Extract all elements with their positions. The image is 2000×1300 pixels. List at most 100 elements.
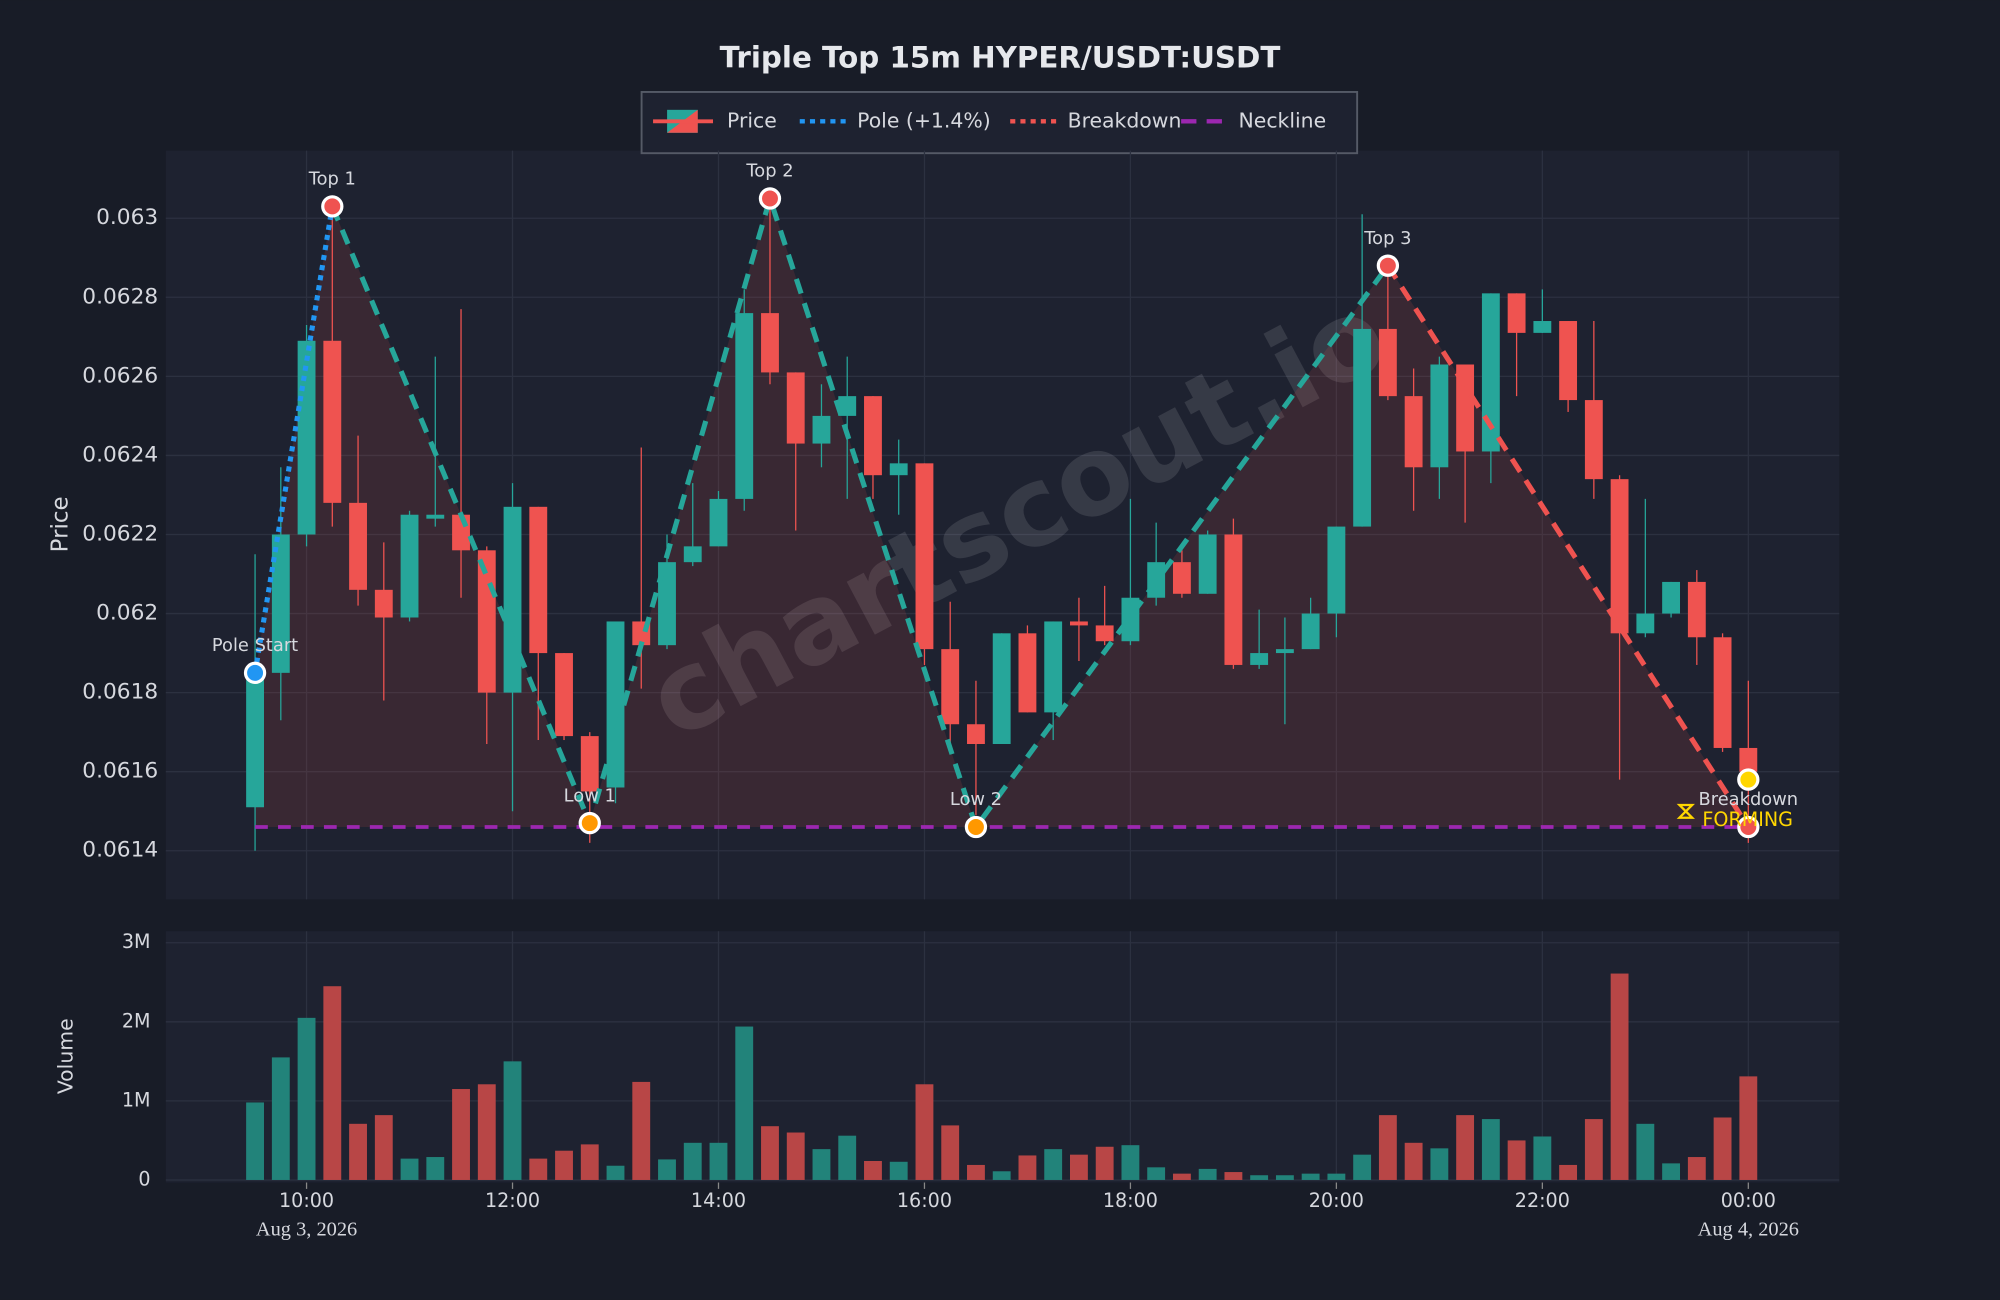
volume-bar [1147,1167,1166,1180]
volume-bar [580,1144,599,1180]
volume-bar [1044,1149,1063,1180]
candle-body [1198,534,1217,594]
candle-body [1507,293,1526,333]
volume-bar [426,1157,445,1180]
candle-body [1275,649,1294,654]
volume-bar [1404,1142,1423,1180]
volume-bar [709,1142,728,1180]
candle-body [683,546,702,563]
volume-bar [1739,1076,1758,1180]
volume-bar [1070,1154,1088,1180]
volume-bar [786,1132,805,1180]
volume-bar [1095,1146,1114,1180]
candle-body [1095,625,1114,642]
volume-bar [1533,1136,1552,1180]
y-tick-label: 0.0628 [82,284,158,309]
x-tick-label: 14:00 [691,1189,746,1212]
candle-body [761,313,779,373]
pattern-marker [321,195,344,218]
volume-bar [1610,973,1629,1180]
candle-body [864,396,882,476]
volume-panel [165,931,1840,1183]
y-tick-label: 0.0616 [82,759,158,784]
volume-bar [1507,1140,1526,1180]
pattern-marker [578,811,601,835]
volume-bar [297,1017,316,1180]
candle-body [1044,621,1063,713]
volume-bar [1584,1119,1603,1180]
pole-line [252,205,335,674]
marker-label: Top 2 [745,161,793,182]
volume-bar [1121,1145,1140,1180]
y-tick-label: 1M [122,1088,151,1111]
y-axis-label: Volume [53,1018,77,1094]
candle-body [838,396,857,416]
volume-bar [503,1061,522,1180]
y-tick-label: 3M [122,930,151,953]
volume-bar [1662,1163,1681,1180]
candle-body [580,736,599,792]
y-tick-label: 0.0618 [82,680,158,705]
volume-bar [915,1084,934,1180]
volume-bar [1456,1115,1475,1180]
status-icon [1676,803,1695,819]
volume-bar [529,1158,548,1180]
candle-body [426,514,445,519]
volume-bar [374,1115,393,1180]
volume-bar [812,1149,831,1180]
status-label: FORMING [1702,808,1793,831]
legend-label: Neckline [1239,108,1327,132]
legend-box [640,91,1359,155]
y-tick-label: 0.0626 [82,363,158,388]
candle-body [1172,562,1191,594]
candle-body [992,633,1011,745]
volume-bar [1353,1154,1372,1180]
volume-bar [761,1126,779,1180]
candle-body [1070,621,1088,626]
candle-body [812,415,831,444]
pattern-line [329,189,1390,833]
candle-body [1301,613,1320,650]
y-tick-label: 0.0624 [82,442,158,467]
candle-body [1610,479,1629,634]
x-tick-label: 20:00 [1309,1189,1364,1212]
candle-body [349,502,367,590]
volume-bar [1687,1157,1706,1180]
candle-body [1636,613,1655,634]
candle-body [1430,364,1449,468]
volume-bar [477,1084,496,1180]
date-label: Aug 4, 2026 [1698,1219,1799,1241]
volume-bar [271,1057,290,1180]
candle-body [503,506,522,693]
y-tick-label: 0.0622 [82,521,158,546]
marker-label: Low 2 [950,789,1002,810]
pattern-marker [1737,815,1760,839]
volume-bar [941,1125,960,1180]
candle-body [1481,293,1500,452]
price-panel [165,150,1840,900]
volume-bar [1275,1175,1294,1180]
volume-bar [1301,1173,1320,1180]
candle-body [786,372,805,444]
pattern-marker [243,661,267,685]
candle-body [1584,400,1603,480]
candle-body [1713,637,1732,748]
volume-bar [452,1089,470,1180]
x-tick-label: 12:00 [485,1189,540,1212]
volume-bar [889,1161,908,1180]
volume-bar [864,1160,882,1180]
volume-bar [1250,1175,1269,1180]
candle-body [709,498,728,547]
candle-body [658,562,676,646]
volume-bar [1559,1164,1578,1180]
pattern-marker [1376,254,1400,277]
breakdown-line [1385,264,1751,829]
volume-bar [606,1165,625,1180]
x-tick-label: 22:00 [1515,1189,1570,1212]
candle-body [1404,396,1423,468]
volume-bar [1636,1123,1655,1180]
candle-body [1353,328,1372,527]
y-tick-label: 2M [122,1009,151,1032]
volume-bar [555,1150,573,1180]
